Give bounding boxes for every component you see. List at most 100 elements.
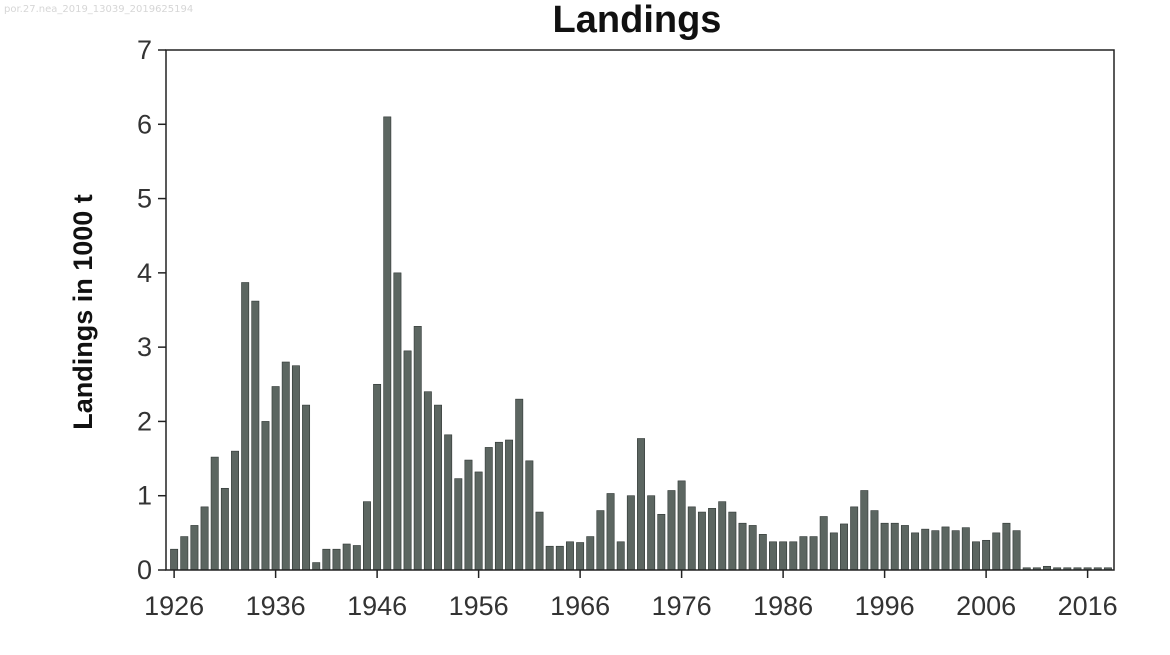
x-tick-label: 1936 bbox=[246, 591, 306, 621]
bar-1963 bbox=[545, 545, 554, 571]
bar-1977 bbox=[687, 506, 696, 571]
bar-1970 bbox=[616, 541, 625, 571]
bar-1960 bbox=[515, 398, 524, 571]
bar-1964 bbox=[555, 545, 564, 571]
bar-1972 bbox=[637, 438, 645, 571]
bar-1983 bbox=[748, 525, 757, 571]
bar-1958 bbox=[494, 441, 503, 571]
bar-1940 bbox=[312, 562, 321, 571]
bar-1996 bbox=[880, 522, 889, 571]
bar-2001 bbox=[931, 530, 940, 571]
y-tick-label: 6 bbox=[137, 109, 152, 139]
bar-1987 bbox=[789, 541, 798, 571]
bar-1957 bbox=[484, 447, 493, 571]
y-tick-label: 4 bbox=[137, 258, 152, 288]
bar-1938 bbox=[291, 365, 300, 571]
bar-1991 bbox=[829, 532, 838, 571]
bar-1927 bbox=[180, 536, 189, 571]
bar-1988 bbox=[799, 536, 808, 571]
bar-1990 bbox=[819, 516, 828, 571]
bar-1978 bbox=[697, 511, 706, 571]
bar-1952 bbox=[434, 404, 442, 571]
bar-1997 bbox=[890, 522, 899, 571]
bar-1929 bbox=[200, 506, 209, 571]
bar-1947 bbox=[383, 116, 392, 571]
bar-1937 bbox=[281, 361, 290, 571]
bar-1984 bbox=[758, 534, 767, 571]
bar-1971 bbox=[626, 495, 635, 571]
plot-frame bbox=[165, 49, 1115, 571]
bar-1986 bbox=[779, 541, 788, 571]
bar-1985 bbox=[769, 541, 777, 571]
x-tick-label: 1996 bbox=[855, 591, 915, 621]
bar-1933 bbox=[241, 282, 250, 571]
y-axis: 0 1 2 3 4 5 6 7 bbox=[137, 35, 166, 585]
bar-1961 bbox=[525, 460, 534, 571]
bar-1934 bbox=[251, 300, 260, 571]
bar-1973 bbox=[647, 495, 656, 571]
bar-1928 bbox=[190, 525, 199, 571]
bar-1968 bbox=[596, 510, 605, 571]
y-tick-label: 1 bbox=[137, 481, 152, 511]
y-tick-label: 2 bbox=[137, 406, 152, 436]
bar-1975 bbox=[667, 490, 676, 571]
bar-1951 bbox=[423, 391, 432, 571]
bar-1941 bbox=[322, 548, 331, 571]
bar-1989 bbox=[809, 536, 818, 571]
x-tick-label: 1926 bbox=[144, 591, 204, 621]
bar-1930 bbox=[210, 456, 219, 571]
chart-title: Landings bbox=[553, 0, 722, 41]
bar-1926 bbox=[170, 548, 179, 571]
bar-2002 bbox=[941, 526, 950, 571]
x-tick-label: 1966 bbox=[550, 591, 610, 621]
bar-1931 bbox=[220, 487, 229, 571]
bar-1998 bbox=[900, 525, 909, 571]
bar-2006 bbox=[982, 539, 991, 571]
y-tick-label: 7 bbox=[137, 35, 152, 65]
bar-1980 bbox=[718, 501, 727, 571]
bar-1939 bbox=[302, 404, 311, 571]
bar-1965 bbox=[566, 541, 574, 571]
y-tick-label: 0 bbox=[137, 555, 152, 585]
bar-1954 bbox=[454, 478, 463, 571]
bar-1999 bbox=[911, 532, 920, 571]
bar-2003 bbox=[951, 530, 960, 571]
y-axis-label: Landings in 1000 t bbox=[68, 194, 98, 430]
bar-1936 bbox=[271, 386, 280, 571]
bar-1932 bbox=[231, 450, 239, 571]
bar-2000 bbox=[921, 528, 930, 571]
bar-1974 bbox=[657, 513, 666, 571]
bar-1950 bbox=[413, 326, 422, 571]
bar-1981 bbox=[728, 511, 737, 571]
bar-1979 bbox=[708, 508, 717, 571]
bar-1956 bbox=[474, 471, 483, 571]
bar-1955 bbox=[464, 459, 473, 571]
bar-2004 bbox=[961, 527, 970, 571]
bar-1993 bbox=[850, 506, 859, 571]
bar-2009 bbox=[1012, 530, 1021, 571]
bar-1992 bbox=[840, 523, 848, 571]
bar-1943 bbox=[342, 543, 351, 571]
bar-1959 bbox=[505, 439, 514, 571]
x-tick-label: 1956 bbox=[449, 591, 509, 621]
bar-1969 bbox=[606, 493, 615, 571]
bar-2005 bbox=[972, 541, 980, 571]
x-tick-label: 1976 bbox=[652, 591, 712, 621]
bar-1946 bbox=[373, 383, 382, 571]
bar-1942 bbox=[332, 548, 341, 571]
bar-2007 bbox=[992, 532, 1001, 571]
bar-1948 bbox=[393, 272, 402, 571]
bar-1962 bbox=[535, 511, 544, 571]
bar-1995 bbox=[870, 510, 879, 571]
bar-1994 bbox=[860, 490, 869, 571]
bar-1967 bbox=[586, 536, 595, 571]
x-tick-label: 2006 bbox=[956, 591, 1016, 621]
bar-1945 bbox=[363, 501, 371, 571]
x-tick-label: 1946 bbox=[347, 591, 407, 621]
bar-1949 bbox=[403, 350, 412, 571]
watermark-text: por.27.nea_2019_13039_2019625194 bbox=[4, 4, 194, 15]
bar-1944 bbox=[352, 545, 361, 571]
x-tick-label: 2016 bbox=[1058, 591, 1118, 621]
bar-1976 bbox=[677, 480, 686, 571]
